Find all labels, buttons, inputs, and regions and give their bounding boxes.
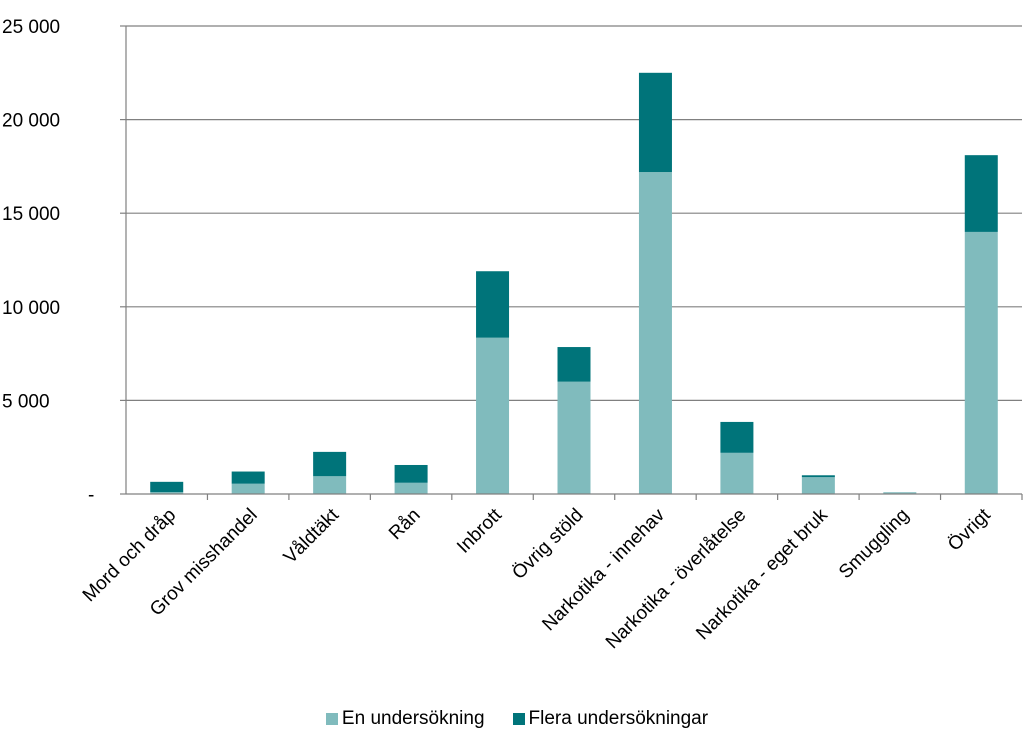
y-axis-ticks: - 5 000 10 000 15 000 20 000 25 000: [2, 17, 126, 506]
bar-1-4: [476, 337, 510, 494]
bar-2-5: [557, 347, 591, 382]
bar-1-2: [313, 476, 347, 494]
bar-2-7: [720, 421, 754, 453]
bar-2-6: [638, 72, 672, 173]
y-tick-label-0: -: [88, 485, 94, 506]
legend-item-series-2: Flera undersökningar: [512, 708, 709, 730]
x-tick-label-9: Smuggling: [835, 505, 913, 583]
legend: En undersökning Flera undersökningar: [0, 708, 1034, 730]
bar-2-3: [394, 464, 428, 483]
bar-1-0: [150, 492, 184, 494]
x-tick-label-5: Övrig stöld: [508, 505, 587, 584]
bar-1-3: [394, 482, 428, 494]
bar-2-2: [313, 451, 347, 477]
bar-2-8: [801, 475, 835, 478]
bar-1-6: [638, 172, 672, 495]
bar-2-10: [964, 155, 998, 232]
y-tick-label-3: 15 000: [2, 204, 60, 225]
x-tick-label-3: Rån: [385, 505, 424, 544]
x-tick-label-4: Inbrott: [453, 504, 506, 557]
legend-swatch-series-2: [512, 713, 525, 725]
gridlines: [126, 25, 1022, 401]
legend-item-series-1: En undersökning: [325, 708, 485, 730]
y-tick-label-1: 5 000: [2, 391, 50, 412]
x-tick-label-7: Narkotika - överlåtelse: [602, 505, 751, 654]
y-tick-label-2: 10 000: [2, 298, 60, 319]
bar-1-1: [231, 483, 265, 494]
bar-2-0: [150, 481, 184, 493]
bar-1-8: [801, 477, 835, 494]
bar-2-4: [476, 271, 510, 338]
y-tick-label-5: 25 000: [2, 17, 60, 38]
bar-1-5: [557, 381, 591, 494]
legend-swatch-series-1: [325, 713, 338, 725]
bar-1-10: [964, 231, 998, 495]
legend-label-series-1: En undersökning: [341, 708, 485, 729]
bar-2-1: [231, 471, 265, 484]
x-tick-label-2: Våldtäkt: [280, 504, 344, 568]
x-tick-label-10: Övrigt: [944, 504, 995, 555]
bar-1-7: [720, 452, 754, 494]
x-tick-label-8: Narkotika - eget bruk: [692, 504, 832, 644]
y-tick-label-4: 20 000: [2, 111, 60, 132]
bars: [150, 72, 998, 495]
legend-label-series-2: Flera undersökningar: [528, 708, 709, 729]
